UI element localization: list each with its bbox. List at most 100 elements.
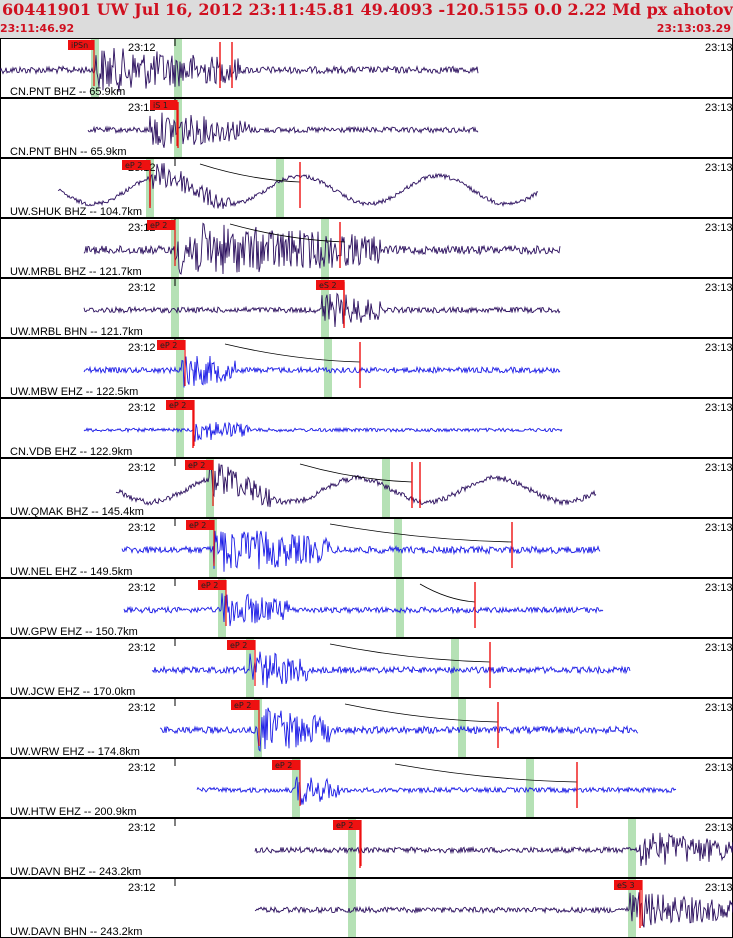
phase-pick-box	[122, 160, 150, 170]
phase-pick-marker[interactable]: iPSn	[68, 40, 95, 86]
trace-panel[interactable]: 23:12 23:13 iPSn CN.PNT BHZ -- 65.9km	[0, 38, 733, 99]
travel-time-curve	[419, 583, 476, 603]
phase-pick-box	[614, 880, 642, 890]
minute-label-right: 23:13	[705, 582, 733, 594]
trace-panel[interactable]: 23:12 23:13 eP 2 UW.DAVN BHZ -- 243.2km	[0, 818, 733, 879]
station-label: CN.PNT BHZ -- 65.9km	[10, 86, 125, 98]
waveform	[159, 707, 639, 752]
travel-time-curve	[344, 703, 499, 723]
trace-panel[interactable]: 23:12 23:13 eP 2 UW.GPW EHZ -- 150.7km	[0, 578, 733, 639]
time-window-highlight	[324, 339, 332, 397]
phase-pick-box	[147, 220, 175, 230]
event-title: 60441901 UW Jul 16, 2012 23:11:45.81 49.…	[2, 0, 733, 19]
waveform	[83, 292, 561, 328]
phase-pick-box	[166, 400, 194, 410]
phase-pick-marker[interactable]: eS 3	[614, 880, 643, 926]
station-label: UW.MRBL BHZ -- 121.7km	[10, 266, 142, 278]
trace-panel[interactable]: 23:12 23:13 eP 2 UW.HTW EHZ -- 200.9km	[0, 758, 733, 819]
time-window-highlight	[246, 639, 254, 697]
time-window-highlight	[176, 399, 184, 457]
time-window-highlight	[292, 759, 300, 817]
waveform	[121, 530, 601, 572]
phase-pick-marker[interactable]: eP 2	[231, 700, 260, 746]
minute-label: 23:12	[128, 282, 156, 294]
waveform	[196, 776, 677, 805]
waveform	[123, 593, 604, 627]
waveform	[0, 47, 479, 92]
travel-time-curve	[224, 343, 361, 363]
trace-panel[interactable]: 23:12 23:13 eP 2 UW.QMAK BHZ -- 145.4km	[0, 458, 733, 519]
minute-label-right: 23:13	[705, 342, 733, 354]
minute-label: 23:12	[128, 822, 156, 834]
waveform	[83, 355, 561, 388]
phase-pick-box	[272, 760, 300, 770]
waveform	[83, 421, 563, 442]
station-label: UW.WRW EHZ -- 174.8km	[10, 746, 140, 758]
phase-pick-label: eP 2	[201, 581, 218, 590]
minute-label-right: 23:13	[705, 462, 733, 474]
minute-label: 23:12	[128, 462, 156, 474]
time-window-highlight	[276, 159, 284, 217]
time-window-highlight	[348, 879, 356, 937]
time-window-highlight	[628, 819, 636, 877]
phase-pick-marker[interactable]: eP 2	[147, 220, 176, 266]
phase-pick-marker[interactable]: eP 2	[157, 340, 186, 386]
phase-pick-marker[interactable]: eP 2	[185, 460, 214, 506]
station-label: UW.QMAK BHZ -- 145.4km	[10, 506, 144, 518]
time-start-label: 23:11:46.92	[0, 22, 75, 35]
minute-label-right: 23:13	[705, 822, 733, 834]
minute-label-right: 23:13	[705, 42, 733, 54]
travel-time-curve	[199, 163, 301, 183]
time-window-highlight	[171, 279, 179, 337]
phase-pick-label: eS 2	[319, 281, 337, 290]
phase-pick-label: eP 2	[160, 341, 177, 350]
station-label: UW.DAVN BHZ -- 243.2km	[10, 866, 141, 878]
time-window-highlight	[321, 279, 329, 337]
phase-pick-marker[interactable]: iS 1	[150, 100, 178, 146]
trace-panel[interactable]: 23:12 23:13 eP 2 UW.NEL EHZ -- 149.5km	[0, 518, 733, 579]
phase-pick-label: eP 2	[125, 161, 142, 170]
phase-pick-label: eP 2	[189, 521, 206, 530]
trace-panel[interactable]: 23:12 23:13 eP 2 UW.MBW EHZ -- 122.5km	[0, 338, 733, 399]
station-label: UW.SHUK BHZ -- 104.7km	[10, 206, 142, 218]
seismogram-panels[interactable]: 23:12 23:13 iPSn CN.PNT BHZ -- 65.9km 23:12 2…	[0, 38, 733, 938]
minute-label: 23:12	[128, 402, 156, 414]
waveform	[115, 460, 597, 508]
phase-pick-label: iS 1	[153, 101, 168, 110]
trace-panel[interactable]: 23:12 23:13 eS 2 UW.MRBL BHN -- 121.7km	[0, 278, 733, 339]
travel-time-curve	[329, 643, 491, 663]
phase-pick-marker[interactable]: eP 2	[227, 640, 256, 686]
phase-pick-label: eP 2	[150, 221, 167, 230]
minute-label: 23:12	[128, 882, 156, 894]
phase-pick-marker[interactable]: eP 2	[186, 520, 215, 566]
waveform	[254, 832, 733, 867]
phase-pick-marker[interactable]: eS 2	[316, 280, 345, 326]
station-label: UW.MBW EHZ -- 122.5km	[10, 386, 138, 398]
phase-pick-box	[227, 640, 255, 650]
phase-pick-marker[interactable]: eP 2	[122, 160, 151, 206]
phase-pick-box	[68, 40, 94, 50]
trace-panel[interactable]: 23:12 23:13 iS 1 CN.PNT BHN -- 65.9km	[0, 98, 733, 159]
station-label: UW.MRBL BHN -- 121.7km	[10, 326, 143, 338]
phase-pick-label: iPSn	[71, 41, 88, 50]
waveform	[254, 892, 733, 928]
station-label: CN.PNT BHN -- 65.9km	[10, 146, 127, 158]
trace-panel[interactable]: 23:12 23:13 eS 3 UW.DAVN BHN -- 243.2km	[0, 878, 733, 938]
trace-panel[interactable]: 23:12 23:13 eP 2 UW.WRW EHZ -- 174.8km	[0, 698, 733, 759]
minute-label: 23:12	[128, 42, 156, 54]
trace-panel[interactable]: 23:12 23:13 eP 2 UW.JCW EHZ -- 170.0km	[0, 638, 733, 699]
travel-time-curve	[329, 523, 513, 543]
minute-label-right: 23:13	[705, 222, 733, 234]
phase-pick-label: eP 2	[234, 701, 251, 710]
phase-pick-marker[interactable]: eP 2	[166, 400, 195, 446]
phase-pick-marker[interactable]: eP 2	[272, 760, 301, 806]
trace-panel[interactable]: 23:12 23:13 eP 2 CN.VDB EHZ -- 122.9km	[0, 398, 733, 459]
minute-label-right: 23:13	[705, 162, 733, 174]
phase-pick-marker[interactable]: eP 2	[198, 580, 227, 626]
phase-pick-marker[interactable]: eP 2	[333, 820, 362, 866]
minute-label: 23:12	[128, 342, 156, 354]
minute-label-right: 23:13	[705, 102, 733, 114]
minute-label: 23:12	[128, 102, 156, 114]
